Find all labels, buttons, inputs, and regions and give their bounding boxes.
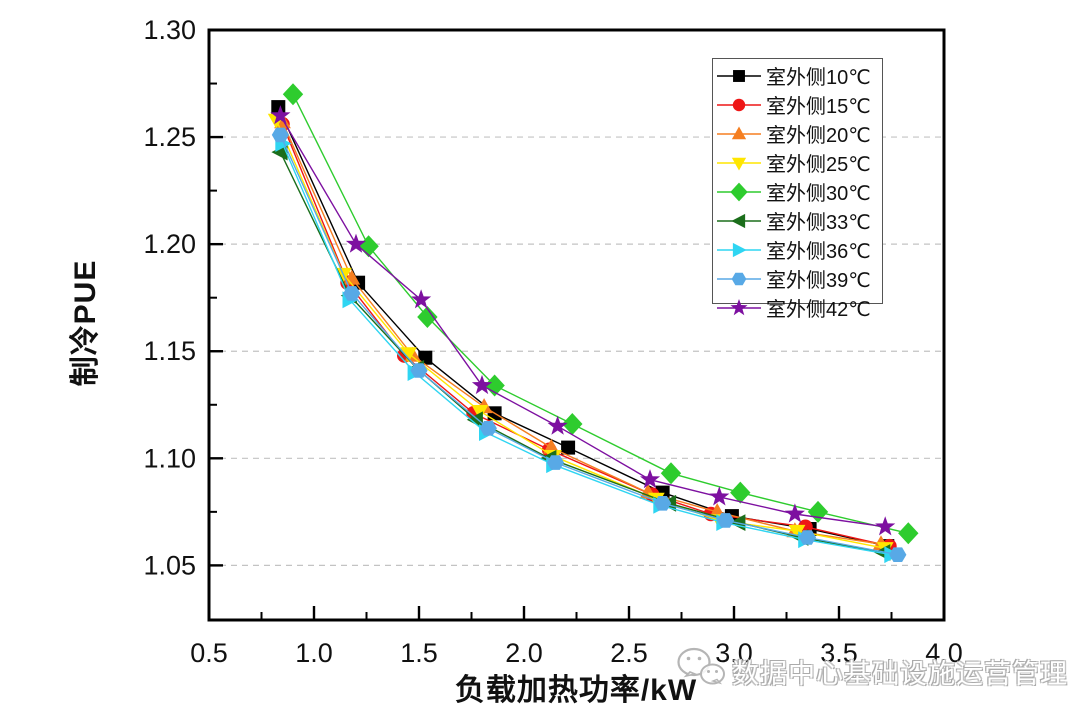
legend-marker-shape: [732, 242, 747, 257]
marker-diamond: [282, 83, 304, 106]
marker-star: [639, 469, 661, 489]
marker-triangle-up: [343, 269, 361, 285]
marker-hexagon: [271, 127, 289, 143]
legend-marker-shape: [731, 157, 747, 170]
legend: 室外侧10℃ 室外侧15℃ 室外侧20℃ 室外侧25℃ 室外侧30℃ 室外侧33℃ 室外侧3…: [712, 58, 883, 321]
x-tick-label: 3.5: [820, 638, 858, 668]
legend-marker-shape: [731, 213, 746, 228]
legend-item: 室外侧15℃: [716, 90, 882, 119]
marker-triangle-down: [788, 524, 806, 540]
marker-hexagon: [889, 547, 907, 562]
legend-marker-circle-icon: [717, 98, 761, 111]
marker-triangle-left: [466, 411, 483, 429]
y-axis-title: 制冷PUE: [69, 259, 102, 387]
marker-square: [561, 440, 576, 455]
legend-marker-diamond-icon: [717, 182, 761, 201]
x-tick-label: 0.5: [190, 638, 228, 668]
marker-hexagon: [798, 530, 817, 545]
marker-star: [471, 374, 493, 395]
legend-item: 室外侧42℃: [716, 293, 882, 322]
x-tick-label: 3.0: [715, 638, 753, 668]
legend-item: 室外侧20℃: [716, 119, 882, 148]
legend-marker-triangle-up-icon: [717, 126, 761, 139]
legend-item: 室外侧36℃: [716, 235, 882, 264]
legend-label: 室外侧42℃: [766, 299, 871, 321]
legend-label: 室外侧33℃: [766, 212, 871, 234]
y-tick-label: 1.20: [143, 229, 196, 259]
x-tick-label: 1.5: [400, 638, 438, 668]
x-axis-title: 负载加热功率/kW: [454, 674, 698, 707]
marker-triangle-down: [400, 347, 417, 363]
legend-marker-triangle-down-icon: [717, 157, 761, 170]
y-tick-label: 1.30: [143, 15, 196, 45]
marker-hexagon: [343, 286, 361, 301]
marker-diamond: [660, 462, 682, 485]
legend-item: 室外侧30℃: [716, 177, 882, 206]
y-tick-label: 1.05: [143, 550, 196, 580]
marker-star: [345, 233, 367, 253]
marker-hexagon: [479, 421, 497, 436]
legend-label: 室外侧10℃: [766, 67, 871, 89]
marker-star: [784, 503, 805, 523]
marker-star: [875, 516, 896, 536]
legend-marker-triangle-left-icon: [717, 213, 761, 228]
marker-diamond: [730, 481, 751, 504]
legend-label: 室外侧39℃: [766, 270, 871, 292]
marker-hexagon: [654, 496, 672, 511]
x-tick-label: 1.0: [295, 638, 333, 668]
legend-marker-triangle-right-icon: [717, 242, 761, 257]
y-tick-label: 1.15: [143, 336, 196, 366]
legend-marker-star-icon: [717, 298, 761, 315]
legend-label: 室外侧15℃: [766, 96, 871, 118]
marker-diamond: [898, 522, 919, 545]
legend-marker-shape: [732, 98, 746, 111]
marker-star: [547, 415, 568, 435]
marker-diamond: [807, 500, 829, 523]
legend-item: 室外侧39℃: [716, 264, 882, 293]
marker-hexagon: [546, 455, 565, 470]
marker-triangle-left: [271, 143, 288, 161]
legend-marker-shape: [730, 182, 748, 201]
marker-diamond: [417, 306, 438, 328]
legend-marker-shape: [731, 272, 747, 285]
marker-diamond: [484, 374, 505, 397]
marker-triangle-down: [471, 405, 489, 420]
legend-marker-hexagon-icon: [717, 272, 761, 285]
legend-label: 室外侧30℃: [766, 183, 871, 205]
legend-item: 室外侧25℃: [716, 148, 882, 177]
marker-diamond: [358, 235, 379, 258]
marker-diamond: [562, 413, 583, 435]
legend-marker-shape: [733, 69, 745, 82]
legend-marker-shape: [730, 298, 748, 315]
legend-item: 室外侧10℃: [716, 61, 882, 90]
y-tick-label: 1.25: [143, 122, 196, 152]
legend-label: 室外侧25℃: [766, 154, 871, 176]
x-tick-label: 2.0: [505, 638, 543, 668]
marker-hexagon: [717, 513, 735, 528]
legend-label: 室外侧20℃: [766, 125, 871, 147]
legend-item: 室外侧33℃: [716, 206, 882, 235]
x-tick-label: 4.0: [925, 638, 963, 668]
x-tick-label: 2.5: [610, 638, 648, 668]
legend-marker-square-icon: [717, 69, 761, 82]
legend-marker-shape: [731, 126, 747, 139]
legend-label: 室外侧36℃: [766, 241, 871, 263]
marker-star: [709, 486, 730, 506]
y-tick-label: 1.10: [143, 443, 196, 473]
marker-hexagon: [410, 363, 428, 378]
marker-star: [411, 289, 432, 309]
marker-star: [270, 105, 291, 125]
